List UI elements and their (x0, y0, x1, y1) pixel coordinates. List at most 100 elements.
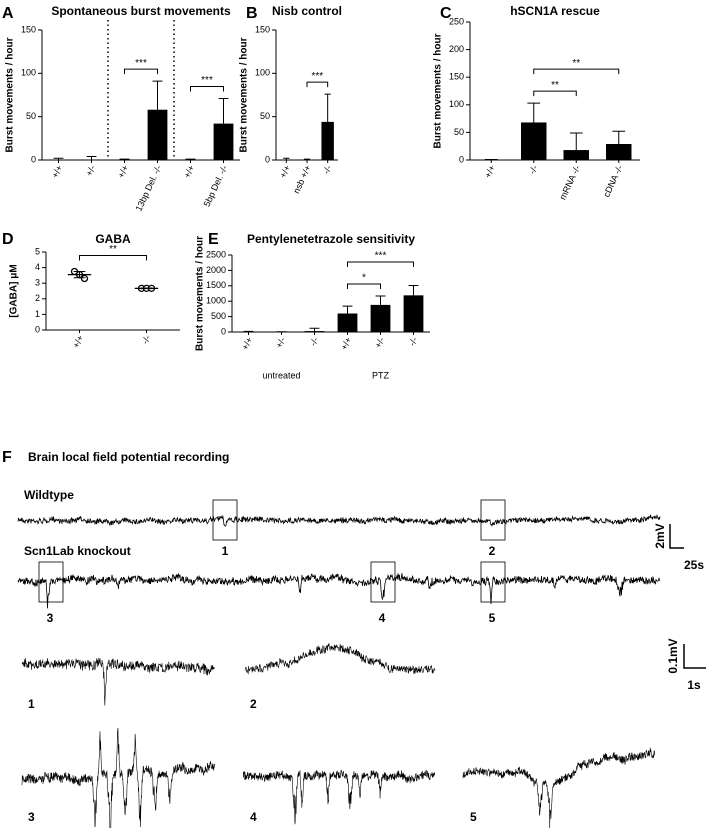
zoom-label: 3 (28, 810, 35, 824)
zoom-label: 4 (250, 810, 257, 824)
zoom-box (480, 499, 506, 541)
trace-label: Scn1Lab knockout (24, 544, 131, 558)
zoom-label: 3 (47, 611, 54, 625)
x-tick-label: +/- (274, 336, 288, 350)
scale-bar (669, 524, 684, 549)
y-tick-label: 5 (35, 246, 40, 256)
x-tick-label: cDNA -/- (601, 164, 624, 199)
bar (304, 331, 325, 332)
y-tick-label: 2 (35, 293, 40, 303)
bar (370, 304, 391, 332)
y-tick-label: 500 (211, 311, 226, 321)
x-tick-label: +/- (84, 164, 98, 178)
x-tick-label: +/+ (278, 164, 293, 180)
y-tick-label: 150 (255, 24, 270, 34)
significance-bracket (79, 255, 147, 261)
error-bar (140, 287, 153, 290)
error-bar (324, 93, 331, 122)
x-tick-label: +/+ (182, 164, 197, 180)
trace (21, 657, 216, 706)
error-bar (484, 158, 498, 160)
bar (321, 121, 334, 160)
panel-letter: C (440, 5, 452, 22)
bar (337, 313, 358, 332)
y-tick-label: 1500 (206, 280, 226, 290)
zoom-label: 5 (489, 611, 496, 625)
group-label: untreated (262, 370, 300, 380)
significance-bracket (124, 68, 158, 75)
x-tick-label: +/+ (240, 336, 255, 352)
y-tick-label: 0 (459, 154, 464, 164)
significance-label: * (362, 273, 366, 284)
y-tick-label: 3 (35, 278, 40, 288)
x-tick-label: 5bp Del. -/- (202, 164, 230, 209)
significance-label: *** (135, 58, 147, 69)
y-tick-label: 0 (265, 154, 270, 164)
error-bar (569, 132, 583, 151)
panel-letter: A (2, 5, 14, 22)
trace (462, 747, 656, 828)
error-bar (86, 156, 97, 160)
trace (242, 769, 435, 825)
x-tick-label: -/- (527, 164, 540, 176)
scale-bar-label: 0.1mV (666, 638, 680, 673)
zoom-label: 2 (250, 697, 257, 711)
scale-bar-label: 2mV (653, 523, 667, 548)
x-tick-label: +/+ (71, 334, 86, 350)
zoom-box (370, 561, 396, 603)
zoom-box (212, 499, 238, 541)
y-tick-label: 250 (449, 16, 464, 26)
scale-bar-label: 25s (684, 558, 704, 572)
error-bar (283, 157, 290, 160)
zoom-box (480, 561, 506, 603)
significance-label: ** (551, 80, 559, 91)
error-bar (185, 158, 196, 160)
x-tick-label: +/+ (483, 164, 498, 180)
scale-bar (683, 644, 706, 669)
significance-label: ** (109, 244, 117, 255)
y-axis-label: [GABA] μM (9, 264, 20, 317)
x-tick-label: mRNA -/- (558, 164, 583, 202)
bar (147, 109, 168, 160)
trace (244, 643, 436, 675)
error-bar (408, 284, 419, 296)
x-tick-label: -/- (407, 336, 420, 348)
significance-bracket (533, 68, 620, 75)
trace (17, 514, 661, 527)
error-bar (527, 102, 541, 123)
y-tick-label: 2500 (206, 249, 226, 259)
error-bar (309, 327, 320, 332)
y-tick-label: 1000 (206, 296, 226, 306)
y-tick-label: 50 (454, 127, 464, 137)
bar (403, 295, 424, 332)
y-tick-label: 100 (255, 68, 270, 78)
y-tick-label: 0 (31, 154, 36, 164)
x-tick-label: 13bp Del. -/- (133, 164, 163, 213)
significance-label: ** (572, 58, 580, 69)
y-axis-label: Burst movements / hour (239, 37, 250, 152)
error-bar (152, 80, 163, 110)
panel-letter: D (2, 231, 14, 248)
significance-label: *** (311, 71, 323, 82)
significance-bracket (533, 90, 577, 97)
chart-title: Spontaneous burst movements (51, 4, 231, 18)
error-bar (218, 97, 229, 124)
y-tick-label: 50 (26, 111, 36, 121)
error-bar (612, 130, 626, 144)
zoom-label: 1 (222, 544, 229, 558)
significance-bracket (190, 85, 224, 92)
y-tick-label: 0 (221, 326, 226, 336)
panel-letter: F (2, 449, 12, 466)
error-bar (303, 158, 311, 160)
error-bar (342, 305, 353, 314)
significance-label: *** (375, 251, 387, 262)
y-tick-label: 200 (449, 44, 464, 54)
x-tick-label: +/+ (116, 164, 131, 180)
data-point (80, 274, 89, 283)
panel-title: Brain local field potential recording (28, 450, 229, 464)
trace (17, 572, 661, 609)
error-bar (375, 295, 386, 305)
y-tick-label: 4 (35, 262, 40, 272)
y-axis-label: Burst movements / hour (195, 236, 206, 351)
y-tick-label: 150 (449, 72, 464, 82)
